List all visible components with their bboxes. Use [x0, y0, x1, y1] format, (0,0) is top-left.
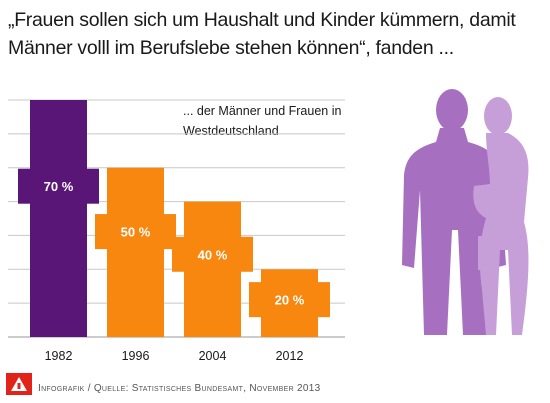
x-tick-label: 1996	[122, 349, 150, 363]
x-tick-label: 1982	[45, 349, 73, 363]
x-tick-label: 2004	[199, 349, 227, 363]
bar-1996	[107, 167, 164, 337]
man-silhouette-icon	[402, 89, 506, 335]
bar-1982	[30, 100, 87, 337]
x-tick-labels: 1982 1996 2004 2012	[45, 349, 304, 363]
chart-subtitle: ... der Männer und Frauen in Westdeutsch…	[183, 104, 342, 138]
value-label: 20 %	[275, 293, 305, 308]
x-tick-label: 2012	[276, 349, 304, 363]
chart-title: „Frauen sollen sich um Haushalt und Kind…	[8, 9, 516, 59]
value-label-box	[95, 214, 176, 250]
value-label: 70 %	[44, 179, 74, 194]
logo-icon	[6, 373, 32, 395]
bar-value-labels: 70 % 50 % 40 % 20 %	[18, 168, 330, 318]
value-label: 40 %	[198, 247, 228, 262]
value-label-box	[249, 282, 330, 318]
value-label-box	[18, 168, 99, 204]
value-label: 50 %	[121, 225, 151, 240]
woman-silhouette-icon	[473, 97, 529, 335]
value-label-box	[172, 236, 253, 272]
source-note: Infografik / Quelle: Statistisches Bunde…	[38, 383, 321, 394]
